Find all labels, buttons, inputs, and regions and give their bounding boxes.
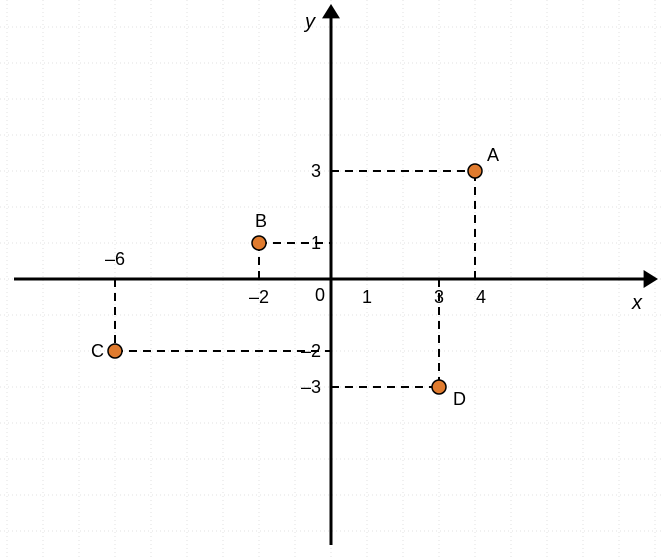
point-D <box>432 380 446 394</box>
x-tick--6: –6 <box>105 249 125 269</box>
point-A <box>468 164 482 178</box>
point-label-D: D <box>453 389 466 409</box>
y-tick--3: –3 <box>301 377 321 397</box>
x-tick-3: 3 <box>434 287 444 307</box>
point-label-B: B <box>255 211 267 231</box>
x-tick-4: 4 <box>476 287 486 307</box>
y-tick-3: 3 <box>311 161 321 181</box>
x-axis-label: x <box>631 292 643 314</box>
point-label-A: A <box>487 145 499 165</box>
y-tick--2: –2 <box>301 341 321 361</box>
point-C <box>108 344 122 358</box>
y-tick-1: 1 <box>311 233 321 253</box>
point-label-C: C <box>91 341 104 361</box>
x-tick--2: –2 <box>249 287 269 307</box>
y-axis-label: y <box>303 11 316 33</box>
x-tick-1: 1 <box>362 287 372 307</box>
coordinate-plane-chart: y x 0 –6 –2 1 3 4 3 1 –2 –3 A B C D <box>0 0 662 559</box>
origin-label: 0 <box>315 285 325 305</box>
point-B <box>252 236 266 250</box>
